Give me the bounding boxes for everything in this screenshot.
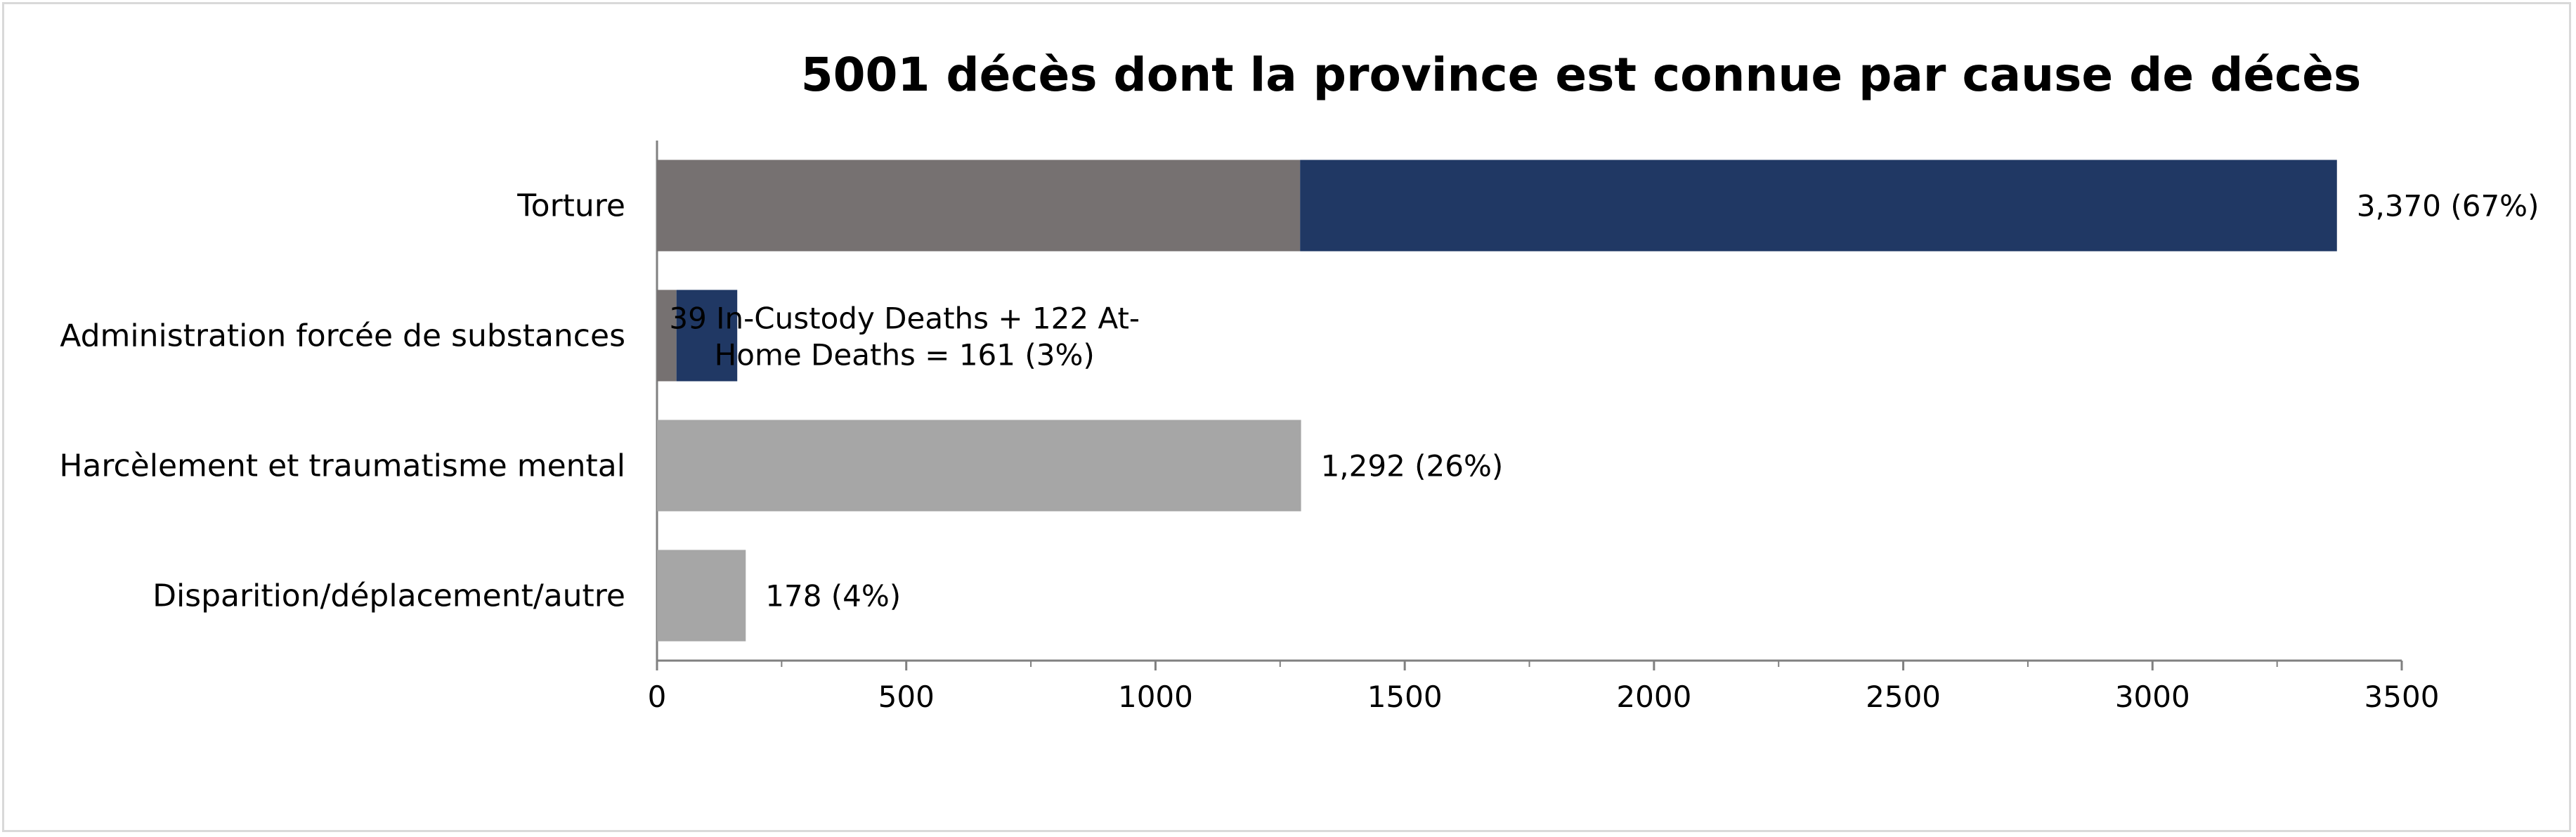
- data-label: 39 In-Custody Deaths + 122 At-Home Death…: [669, 301, 1140, 372]
- x-tick-label: 3500: [2364, 680, 2440, 714]
- category-label: Harcèlement et traumatisme mental: [59, 448, 625, 484]
- data-label-line: Home Deaths = 161 (3%): [715, 338, 1095, 372]
- bar-segment: [657, 420, 1301, 512]
- bar-segment: [1300, 160, 2337, 252]
- x-tick-label: 3000: [2115, 680, 2190, 714]
- data-label: 3,370 (67%): [2357, 189, 2539, 223]
- bar-segment: [657, 290, 677, 382]
- x-tick-label: 1500: [1367, 680, 1443, 714]
- data-label: 178 (4%): [765, 579, 901, 614]
- data-label-line: 39 In-Custody Deaths + 122 At-: [669, 301, 1140, 336]
- category-label: Torture: [516, 188, 625, 224]
- bar-segment: [657, 160, 1301, 252]
- x-tick-label: 2500: [1866, 680, 1941, 714]
- bar-segment: [676, 290, 738, 382]
- x-tick-label: 2000: [1616, 680, 1691, 714]
- category-label: Disparition/déplacement/autre: [152, 578, 625, 614]
- category-label: Administration forcée de substances: [60, 318, 625, 354]
- x-tick-label: 1000: [1118, 680, 1193, 714]
- x-tick-label: 0: [648, 680, 667, 714]
- x-tick-label: 500: [878, 680, 935, 714]
- data-label: 1,292 (26%): [1321, 449, 1504, 484]
- chart-title: 5001 décès dont la province est connue p…: [800, 48, 2362, 102]
- bar-segment: [657, 550, 746, 642]
